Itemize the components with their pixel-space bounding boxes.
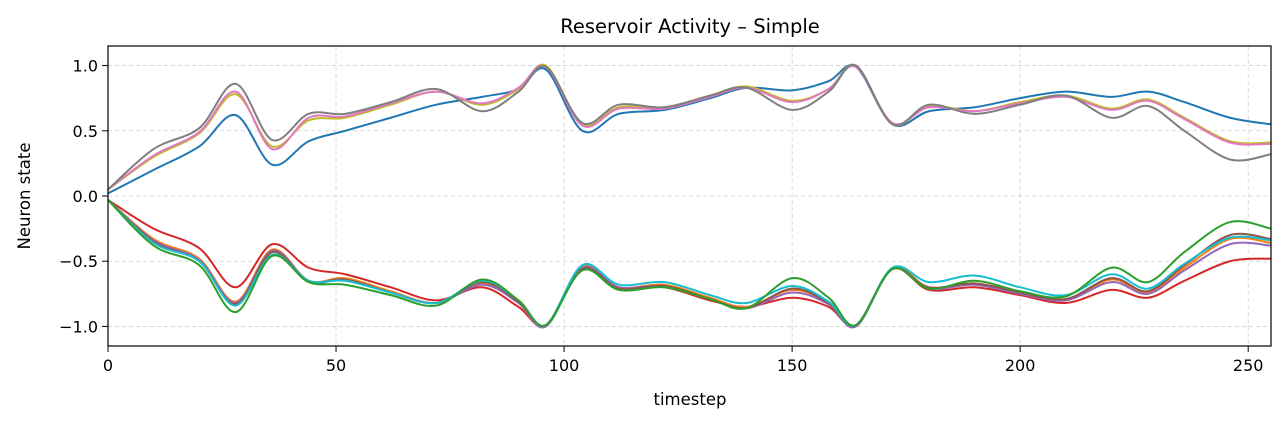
x-tick-label: 0: [103, 356, 113, 375]
x-axis-ticks: 0 50 100 150 200 250: [103, 346, 1264, 375]
series-lines: [108, 63, 1271, 329]
x-tick-label: 200: [1005, 356, 1036, 375]
series-group: [108, 63, 1271, 329]
series-line-3: [108, 63, 1271, 191]
x-tick-label: 250: [1233, 356, 1264, 375]
y-axis-ticks: −1.0 −0.5 0.0 0.5 1.0: [59, 57, 108, 336]
grid-lines: [107, 46, 1271, 346]
x-tick-label: 50: [326, 356, 346, 375]
series-line-0: [108, 64, 1271, 195]
series-line-2: [108, 64, 1271, 191]
y-axis-label: Neuron state: [15, 143, 34, 250]
y-tick-label: 0.0: [73, 187, 98, 206]
y-tick-label: −0.5: [59, 252, 98, 271]
y-tick-label: −1.0: [59, 317, 98, 336]
chart-title: Reservoir Activity – Simple: [560, 15, 820, 38]
series-line-9: [108, 198, 1271, 327]
y-tick-label: 0.5: [73, 122, 98, 141]
x-tick-label: 150: [777, 356, 808, 375]
x-tick-label: 100: [549, 356, 580, 375]
x-axis-label: timestep: [654, 390, 727, 409]
y-tick-label: 1.0: [73, 57, 98, 76]
